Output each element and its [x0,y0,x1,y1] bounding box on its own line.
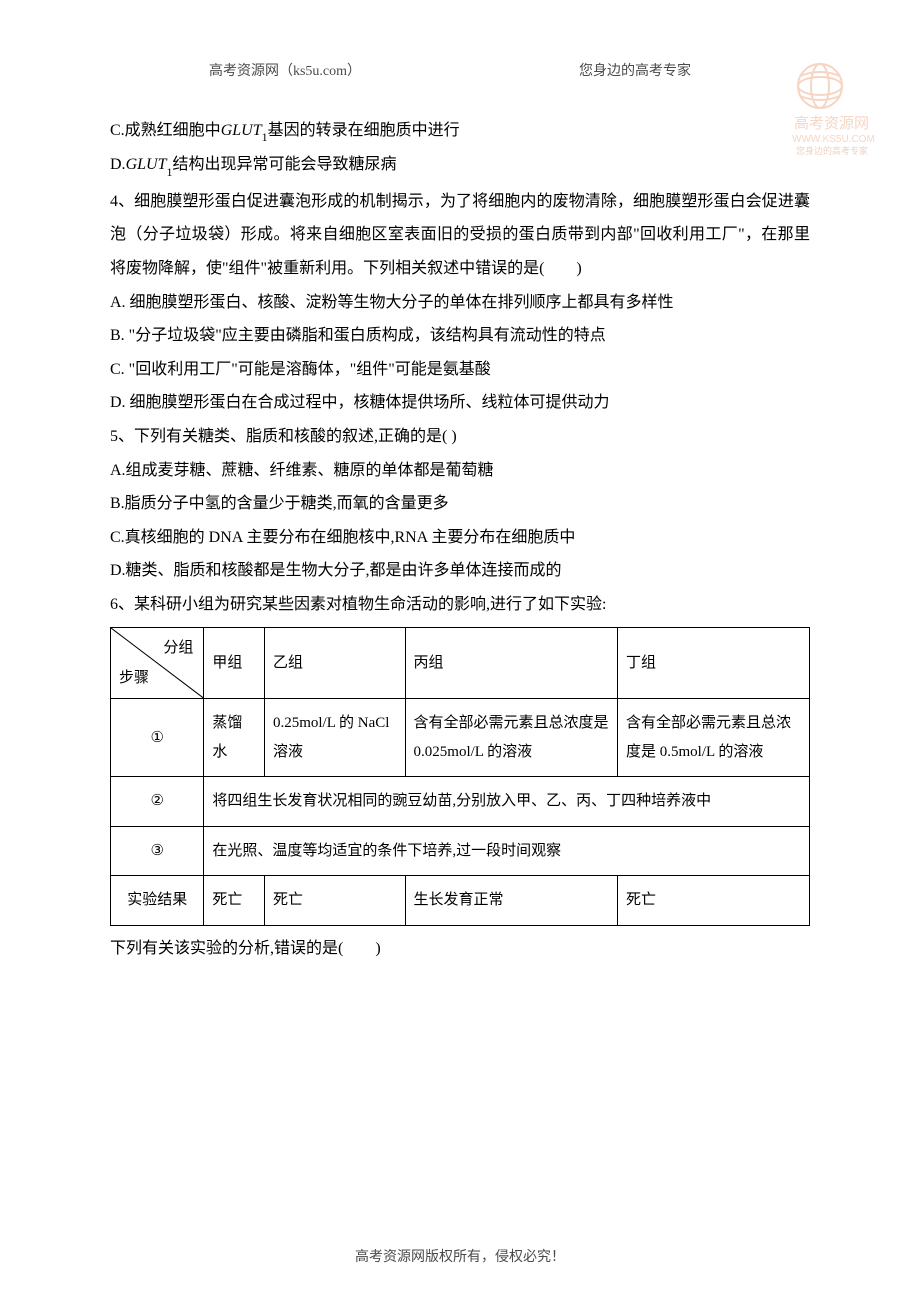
experiment-table: 分组 步骤 甲组 乙组 丙组 丁组 ① 蒸馏水 0.25mol/L 的 NaCl… [110,627,810,926]
text: D. [110,156,126,173]
step-label: ③ [150,837,163,866]
step-label: ① [150,724,163,753]
q4-option-b: B. "分子垃圾袋"应主要由磷脂和蛋白质构成，该结构具有流动性的特点 [110,319,810,353]
table-cell: 死亡 [264,876,405,926]
glut-sub: 1 [262,130,268,144]
running-header: 高考资源网（ks5u.com） 您身边的高考专家 [110,60,810,80]
q4-option-a: A. 细胞膜塑形蛋白、核酸、淀粉等生物大分子的单体在排列顺序上都具有多样性 [110,286,810,320]
table-row: ① 蒸馏水 0.25mol/L 的 NaCl 溶液 含有全部必需元素且总浓度是 … [111,699,810,777]
table-head-cell: 甲组 [204,628,265,699]
text: 基因的转录在细胞质中进行 [268,122,460,139]
table-cell: 0.25mol/L 的 NaCl 溶液 [264,699,405,777]
diagonal-header-cell: 分组 步骤 [111,628,204,699]
table-row: ③ 在光照、温度等均适宜的条件下培养,过一段时间观察 [111,826,810,876]
table-head-cell: 丁组 [618,628,810,699]
text: C.成熟红细胞中 [110,122,221,139]
diag-top-label: 分组 [163,634,193,663]
step-label: ② [150,787,163,816]
table-cell: 蒸馏水 [204,699,265,777]
table-row: 分组 步骤 甲组 乙组 丙组 丁组 [111,628,810,699]
table-cell-merged: 将四组生长发育状况相同的豌豆幼苗,分别放入甲、乙、丙、丁四种培养液中 [204,777,810,827]
table-cell-merged: 在光照、温度等均适宜的条件下培养,过一段时间观察 [204,826,810,876]
table-cell: 死亡 [618,876,810,926]
q5-stem: 5、下列有关糖类、脂质和核酸的叙述,正确的是( ) [110,420,810,454]
q5-option-c: C.真核细胞的 DNA 主要分布在细胞核中,RNA 主要分布在细胞质中 [110,521,810,555]
q6-stem: 6、某科研小组为研究某些因素对植物生命活动的影响,进行了如下实验: [110,588,810,622]
table-row: ② 将四组生长发育状况相同的豌豆幼苗,分别放入甲、乙、丙、丁四种培养液中 [111,777,810,827]
q4-option-d: D. 细胞膜塑形蛋白在合成过程中，核糖体提供场所、线粒体可提供动力 [110,386,810,420]
table-row: 实验结果 死亡 死亡 生长发育正常 死亡 [111,876,810,926]
header-left: 高考资源网（ks5u.com） [110,60,460,80]
table-cell: 生长发育正常 [405,876,617,926]
q3-option-d: D.GLUT1结构出现异常可能会导致糖尿病 [110,148,810,182]
header-right: 您身边的高考专家 [464,60,807,80]
footer-copyright: 高考资源网版权所有，侵权必究！ [0,1246,920,1266]
page: 高考资源网（ks5u.com） 您身边的高考专家 高考资源网 WWW.KS5U.… [0,0,920,1302]
table-head-cell: 丙组 [405,628,617,699]
result-label: 实验结果 [111,876,204,926]
q4-stem: 4、细胞膜塑形蛋白促进囊泡形成的机制揭示，为了将细胞内的废物清除，细胞膜塑形蛋白… [110,185,810,286]
q3-option-c: C.成熟红细胞中GLUT1基因的转录在细胞质中进行 [110,114,810,148]
table-head-cell: 乙组 [264,628,405,699]
glut-italic: GLUT [126,156,167,173]
table-cell: 死亡 [204,876,265,926]
glut-sub: 1 [166,165,172,179]
q5-option-d: D.糖类、脂质和核酸都是生物大分子,都是由许多单体连接而成的 [110,554,810,588]
q5-option-a: A.组成麦芽糖、蔗糖、纤维素、糖原的单体都是葡萄糖 [110,454,810,488]
text: 结构出现异常可能会导致糖尿病 [172,156,396,173]
glut-italic: GLUT [221,122,262,139]
q5-option-b: B.脂质分子中氢的含量少于糖类,而氧的含量更多 [110,487,810,521]
table-cell: 含有全部必需元素且总浓度是 0.5mol/L 的溶液 [618,699,810,777]
table-cell: 含有全部必需元素且总浓度是 0.025mol/L 的溶液 [405,699,617,777]
q4-option-c: C. "回收利用工厂"可能是溶酶体，"组件"可能是氨基酸 [110,353,810,387]
q6-tail: 下列有关该实验的分析,错误的是( ) [110,932,810,966]
diag-bot-label: 步骤 [119,664,149,693]
